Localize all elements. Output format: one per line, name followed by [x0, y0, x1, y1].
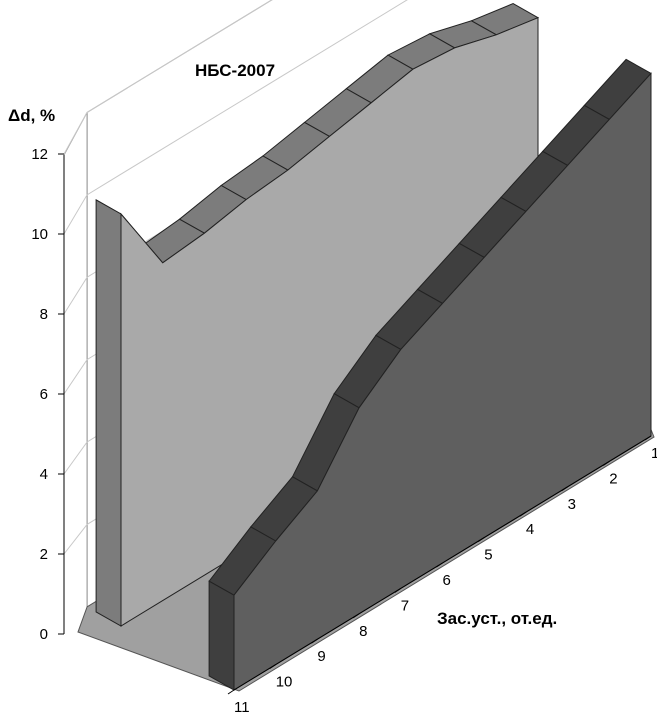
x-tick	[644, 435, 652, 441]
x-tick-label: 10	[276, 674, 293, 691]
front-series-end-cap	[208, 580, 235, 691]
x-tick-label: 11	[234, 699, 250, 712]
x-tick-label: 2	[609, 470, 617, 487]
x-tick-label: 4	[526, 521, 534, 538]
x-tick	[519, 511, 527, 517]
y-tick-label: 10	[31, 226, 48, 243]
x-tick	[436, 562, 443, 568]
y-tick-label: 12	[31, 146, 48, 163]
x-tick	[227, 689, 235, 695]
y-tick-label: 2	[40, 546, 48, 563]
x-tick-labels: 1 2 3 4 5 6 7 8 9 10 11	[227, 435, 657, 712]
y-tick-label: 4	[40, 466, 48, 483]
gridline	[63, 0, 408, 235]
x-tick-label: 1	[651, 445, 657, 462]
x-tick-label: 3	[568, 496, 576, 513]
y-tick-label: 0	[40, 626, 48, 643]
x-tick	[394, 587, 402, 593]
y-tick-label: 6	[40, 386, 48, 403]
x-tick	[477, 537, 485, 543]
x-tick	[352, 613, 360, 619]
x-axis-label: Зас.уст., от.ед.	[437, 609, 557, 628]
y-tick-label: 8	[40, 306, 48, 323]
x-tick	[311, 638, 318, 644]
y-axis-label: Δd, %	[8, 106, 55, 125]
y-tick-labels: 0 2 4 6 8 10 12	[31, 146, 64, 643]
series-group	[95, 3, 652, 691]
chart-title: НБС-2007	[195, 61, 275, 80]
x-tick	[269, 664, 276, 670]
x-tick-label: 8	[359, 623, 367, 640]
x-tick-label: 9	[317, 648, 325, 665]
x-tick-label: 5	[484, 547, 492, 564]
x-tick-label: 6	[443, 572, 451, 589]
x-tick-label: 7	[401, 597, 409, 614]
gridline	[63, 0, 273, 155]
back-series-end-cap	[95, 199, 122, 627]
x-tick	[561, 486, 568, 492]
x-tick	[603, 460, 610, 466]
